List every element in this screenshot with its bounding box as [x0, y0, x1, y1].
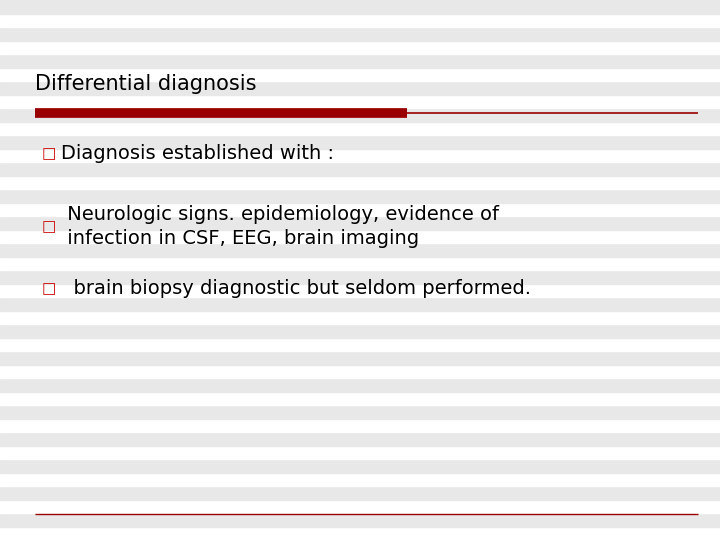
Bar: [0, 284, 720, 297]
Bar: [0, 392, 720, 405]
Bar: [0, 108, 720, 122]
Bar: [0, 432, 720, 445]
Bar: [0, 418, 720, 432]
Bar: [0, 68, 720, 81]
Bar: [0, 27, 720, 40]
Bar: [0, 202, 720, 216]
Bar: [0, 230, 720, 243]
Bar: [0, 513, 720, 526]
Bar: [0, 40, 720, 54]
Bar: [0, 338, 720, 351]
Bar: [0, 324, 720, 338]
Bar: [0, 526, 720, 540]
Bar: [0, 270, 720, 284]
Bar: [0, 378, 720, 392]
Bar: [0, 94, 720, 108]
Bar: [0, 162, 720, 176]
Bar: [0, 351, 720, 364]
Bar: [0, 310, 720, 324]
Bar: [0, 122, 720, 135]
Bar: [0, 81, 720, 94]
Bar: [0, 14, 720, 27]
Text: □: □: [42, 146, 56, 161]
Bar: [0, 135, 720, 148]
Bar: [0, 486, 720, 500]
Bar: [0, 148, 720, 162]
Bar: [0, 446, 720, 459]
Bar: [0, 243, 720, 256]
Text: □: □: [42, 219, 56, 234]
Bar: [0, 216, 720, 229]
Bar: [0, 472, 720, 486]
Bar: [0, 500, 720, 513]
Text: brain biopsy diagnostic but seldom performed.: brain biopsy diagnostic but seldom perfo…: [61, 279, 531, 299]
Bar: [0, 189, 720, 202]
Text: Neurologic signs. epidemiology, evidence of
 infection in CSF, EEG, brain imagin: Neurologic signs. epidemiology, evidence…: [61, 205, 499, 248]
Bar: [0, 176, 720, 189]
Bar: [0, 54, 720, 68]
Text: Differential diagnosis: Differential diagnosis: [35, 73, 256, 94]
Text: □: □: [42, 281, 56, 296]
Bar: [0, 459, 720, 472]
Bar: [0, 364, 720, 378]
Text: Diagnosis established with :: Diagnosis established with :: [61, 144, 334, 164]
Bar: [0, 405, 720, 418]
Bar: [0, 297, 720, 310]
Bar: [0, 0, 720, 14]
Bar: [0, 256, 720, 270]
